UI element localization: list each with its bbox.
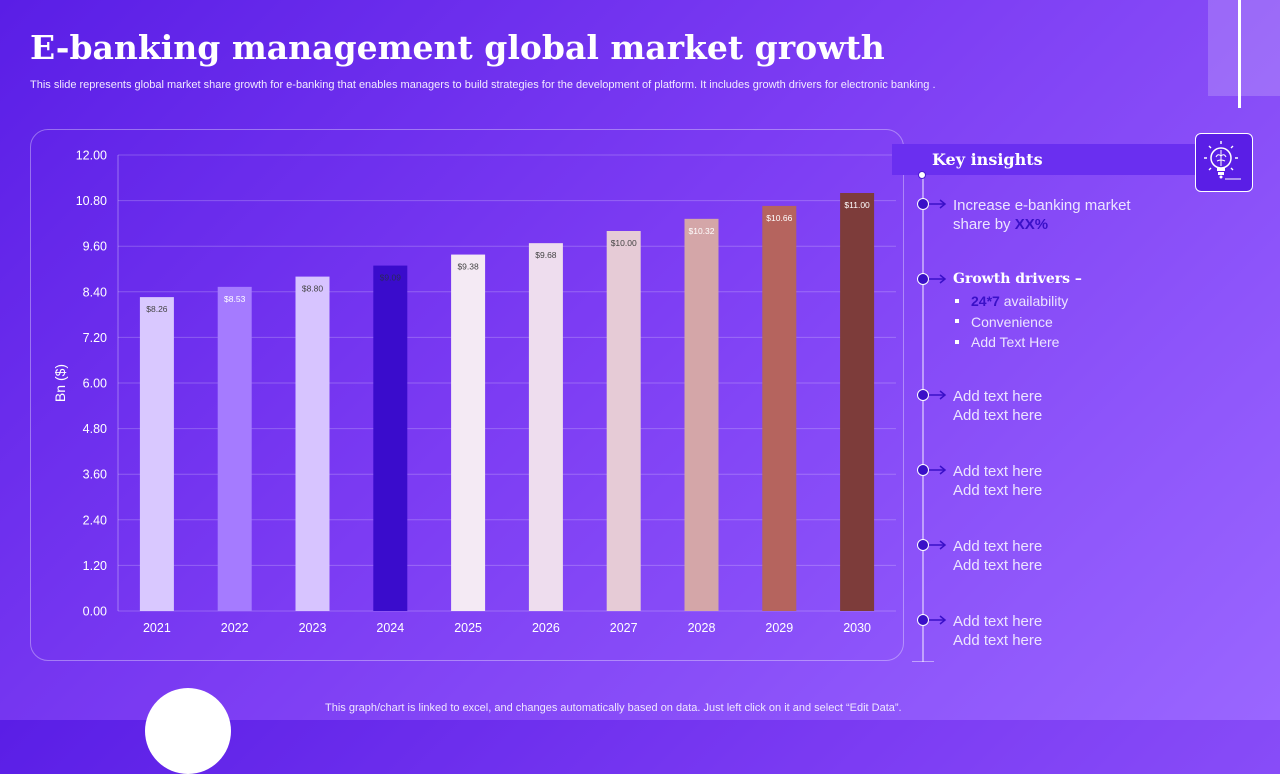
bar [528,243,563,611]
driver-text: availability [999,293,1069,309]
page-subtitle: This slide represents global market shar… [30,79,936,91]
growth-drivers-list: 24*7 availability Convenience Add Text H… [953,291,1193,353]
x-tick-label: 2029 [765,621,793,635]
data-label: $9.09 [380,273,402,283]
y-tick-label: 6.00 [83,377,107,391]
timeline-end-tick [912,661,934,662]
x-tick-label: 2027 [610,621,638,635]
arrow-bullet-icon [917,614,947,626]
list-item: Convenience [953,312,1193,333]
decorative-panel [1208,0,1280,96]
bar [373,265,408,611]
bar [684,218,719,611]
insights-title: Key insights [932,150,1043,169]
insight-line: Add text here [953,538,1043,555]
x-tick-label: 2022 [221,621,249,635]
insight-line: Add text here [953,407,1043,424]
y-tick-label: 4.80 [83,422,107,436]
list-item: 24*7 availability [953,291,1193,312]
y-tick-label: 12.00 [76,149,107,163]
data-label: $9.38 [457,262,479,272]
bar-chart[interactable]: 0.00 1.20 2.40 3.60 4.80 6.00 7.20 8.40 9.60 10.8… [31,130,903,660]
driver-text: Convenience [971,313,1053,330]
arrow-bullet-icon [917,539,947,551]
data-label: $10.00 [611,238,637,248]
timeline-line [922,176,924,662]
bar [762,205,797,612]
chart-panel: 0.00 1.20 2.40 3.60 4.80 6.00 7.20 8.40 9.60 10.8… [30,129,904,661]
list-item: Add Text Here [953,332,1193,353]
insight-accent: XX% [1014,216,1049,233]
data-label: $8.80 [302,284,324,294]
data-label: $11.00 [844,200,870,210]
lightbulb-brain-icon [1195,133,1253,192]
insight-line: Increase e-banking market [953,197,1131,214]
y-tick-label: 9.60 [83,240,107,254]
y-tick-label: 1.20 [83,559,107,573]
insight-line: Add text here [953,463,1043,480]
insight-line: Add text here [953,557,1043,574]
data-label: $9.68 [535,250,557,260]
timeline-start-dot [918,171,926,179]
x-tick-label: 2030 [843,621,871,635]
data-label: $8.26 [146,304,168,314]
y-tick-label: 2.40 [83,513,107,527]
x-tick-label: 2024 [376,621,404,635]
footnote: This graph/chart is linked to excel, and… [325,702,902,714]
x-tick-label: 2021 [143,621,171,635]
bar [295,276,330,611]
bar [606,231,641,611]
insight-item-6: Add text here Add text here [953,612,1193,650]
insight-line: Add text here [953,482,1043,499]
growth-drivers-heading: Growth drivers – [953,271,1082,287]
y-tick-label: 7.20 [83,331,107,345]
arrow-bullet-icon [917,389,947,401]
insight-line: share by XX% [953,215,1193,234]
y-tick-label: 8.40 [83,285,107,299]
arrow-bullet-icon [917,273,947,285]
page-title: E-banking management global market growt… [30,28,885,67]
x-tick-label: 2023 [299,621,327,635]
driver-accent: 24*7 [971,293,1000,309]
x-tick-label: 2025 [454,621,482,635]
insight-text: share by [953,216,1015,233]
insight-line: Add text here [953,632,1043,649]
bar [840,193,875,611]
x-tick-label: 2028 [688,621,716,635]
bar [217,286,252,611]
insight-line: Add text here [953,388,1043,405]
insight-item-4: Add text here Add text here [953,462,1193,500]
bar [139,297,174,611]
insight-item-3: Add text here Add text here [953,387,1193,425]
insight-market-share: Increase e-banking market share by XX% [953,196,1193,234]
bar [451,254,486,611]
arrow-bullet-icon [917,198,947,210]
y-tick-label: 0.00 [83,605,107,619]
decorative-circle [145,688,231,774]
data-label: $8.53 [224,294,246,304]
x-tick-label: 2026 [532,621,560,635]
data-label: $10.32 [689,226,715,236]
y-tick-label: 3.60 [83,468,107,482]
insights-header-bar [892,144,1196,175]
y-tick-label: 10.80 [76,194,107,208]
driver-text: Add Text Here [971,334,1060,350]
y-axis-label: Bn ($) [52,364,68,402]
insight-item-5: Add text here Add text here [953,537,1193,575]
insight-line: Add text here [953,613,1043,630]
data-label: $10.66 [766,213,792,223]
arrow-bullet-icon [917,464,947,476]
insight-growth-drivers: Growth drivers – 24*7 availability Conve… [953,270,1193,353]
decorative-line [1238,0,1241,108]
